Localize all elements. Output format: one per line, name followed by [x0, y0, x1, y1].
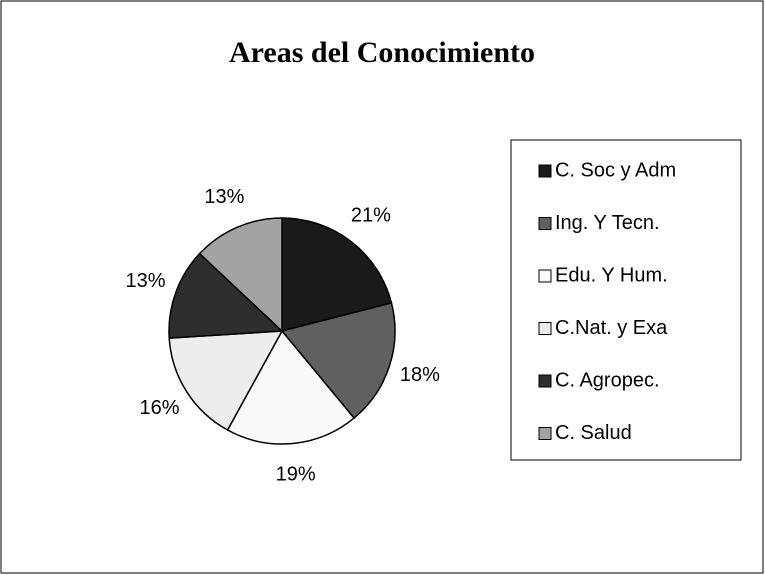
data-label: 18% [400, 364, 440, 386]
pie-slice [168, 252, 284, 339]
legend-swatch [538, 427, 552, 440]
data-label: 13% [204, 186, 244, 208]
legend-swatch [538, 269, 552, 283]
chart-title: Areas del Conocimiento [229, 36, 535, 69]
pie-slice [280, 301, 396, 420]
pie-slice [281, 217, 393, 332]
data-label: 16% [140, 397, 180, 419]
legend-swatch [538, 217, 552, 230]
legend-label: Ing. Y Tecn. [555, 212, 660, 234]
pie-slice [168, 330, 284, 432]
data-label: 21% [351, 205, 391, 227]
legend-swatch [538, 374, 552, 388]
data-label: 19% [276, 464, 316, 486]
pie-slice [226, 329, 356, 445]
data-label: 13% [126, 270, 166, 292]
legend-label: C. Salud [555, 422, 632, 444]
pie-slice [198, 217, 283, 333]
legend-label: C.Nat. y Exa [555, 317, 668, 339]
legend-box [510, 139, 742, 461]
legend-swatch [538, 164, 552, 178]
legend-label: C. Soc y Adm [555, 159, 676, 181]
legend-label: C. Agropec. [555, 369, 660, 391]
legend-swatch [538, 322, 552, 335]
legend-label: Edu. Y Hum. [555, 264, 668, 286]
